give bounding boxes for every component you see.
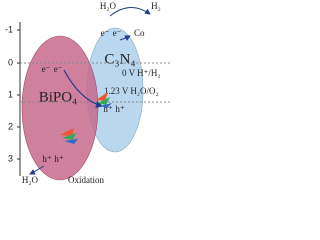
electron-arrow	[119, 35, 131, 41]
bipo4-band	[21, 35, 99, 181]
oxidation-potential: 1.23 V H₂O/O₂	[104, 86, 159, 96]
reduction-arrow	[109, 7, 151, 17]
reduction-potential: 0 V H⁺/H₂	[122, 68, 161, 78]
electron: e⁻	[54, 64, 63, 74]
tick-label: -1	[5, 24, 13, 34]
transfer-arrow	[63, 69, 104, 108]
hole: h⁺	[115, 104, 125, 114]
top-product: H₂	[151, 1, 161, 11]
top-reactant: H₂O	[100, 1, 117, 11]
left-material: BiPO₄	[39, 89, 78, 105]
axis-ticks	[17, 29, 20, 160]
tick-label: 1	[8, 89, 13, 99]
diagram: -1 0 1 2 3 H₂O H₂ Co BiPO₄ C₃N₄ 0 V H⁺/H…	[5, 1, 172, 185]
hole: h⁺	[103, 104, 113, 114]
tick-label: 3	[8, 153, 13, 163]
hole: h⁺	[54, 154, 64, 164]
tick-label: 2	[8, 121, 13, 131]
electron: e⁻	[101, 28, 110, 38]
electron: e⁻	[113, 28, 122, 38]
bottom-reactant: H₂O	[22, 175, 39, 185]
electron: e⁻	[42, 64, 51, 74]
light-icon	[60, 92, 112, 144]
tick-label: 0	[8, 57, 13, 67]
cocatalyst: Co	[134, 28, 145, 38]
hole: h⁺	[42, 154, 52, 164]
oxidation-arrow	[29, 165, 45, 175]
right-material: C₃N₄	[104, 51, 135, 67]
bottom-process: Oxidation	[68, 175, 104, 185]
